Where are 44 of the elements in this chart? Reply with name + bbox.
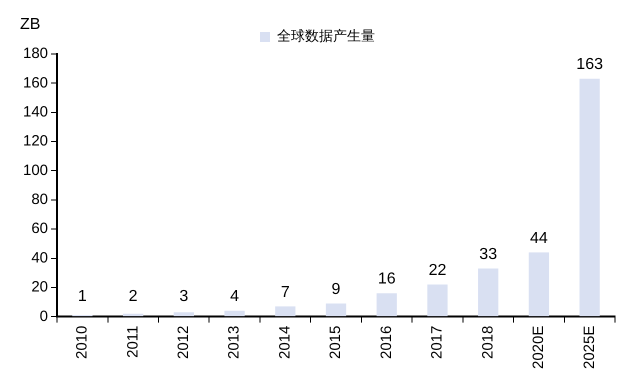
x-tick-label: 2020E [530, 326, 548, 369]
x-tick-label: 2012 [174, 326, 192, 359]
legend-label: 全球数据产生量 [277, 28, 375, 45]
data-label: 2 [128, 288, 138, 306]
y-axis-title: ZB [20, 16, 40, 34]
y-tick-label: 0 [40, 308, 48, 325]
x-tick-label: 2018 [479, 326, 496, 359]
x-tick-label: 2013 [226, 326, 243, 359]
data-label: 16 [378, 270, 396, 288]
y-tick-label: 100 [22, 162, 48, 179]
x-tick-label: 2014 [276, 326, 294, 359]
x-tick-label: 2010 [74, 326, 91, 359]
y-tick-label: 120 [22, 132, 48, 150]
data-label: 33 [479, 246, 498, 263]
data-label: 7 [280, 284, 290, 301]
x-tick-label: 2017 [428, 326, 446, 359]
bar [174, 312, 194, 316]
data-label: 9 [332, 280, 341, 298]
bar [427, 284, 448, 316]
x-tick-label: 2011 [124, 326, 142, 358]
bar [376, 293, 397, 316]
data-label: 1 [78, 288, 87, 306]
y-tick-label: 60 [31, 220, 48, 238]
y-tick-label: 140 [22, 104, 48, 120]
bar [275, 306, 296, 316]
bar [478, 268, 498, 316]
y-tick-label: 20 [31, 278, 48, 296]
y-tick-label: 40 [31, 249, 48, 266]
data-label: 163 [576, 56, 604, 74]
bar [528, 252, 550, 316]
bar [579, 78, 600, 316]
x-tick-label: 2025E [580, 326, 598, 369]
data-label: 4 [230, 288, 240, 306]
y-tick-label: 180 [22, 45, 48, 62]
data-label: 44 [530, 230, 548, 247]
x-tick-label: 2015 [327, 326, 344, 359]
bar [326, 303, 346, 316]
y-tick-label: 160 [22, 74, 48, 92]
y-tick-label: 80 [31, 191, 48, 208]
bar [122, 314, 144, 316]
bar [224, 310, 245, 316]
data-label: 3 [179, 288, 188, 306]
x-tick-label: 2016 [378, 326, 395, 359]
data-label: 22 [428, 262, 446, 279]
